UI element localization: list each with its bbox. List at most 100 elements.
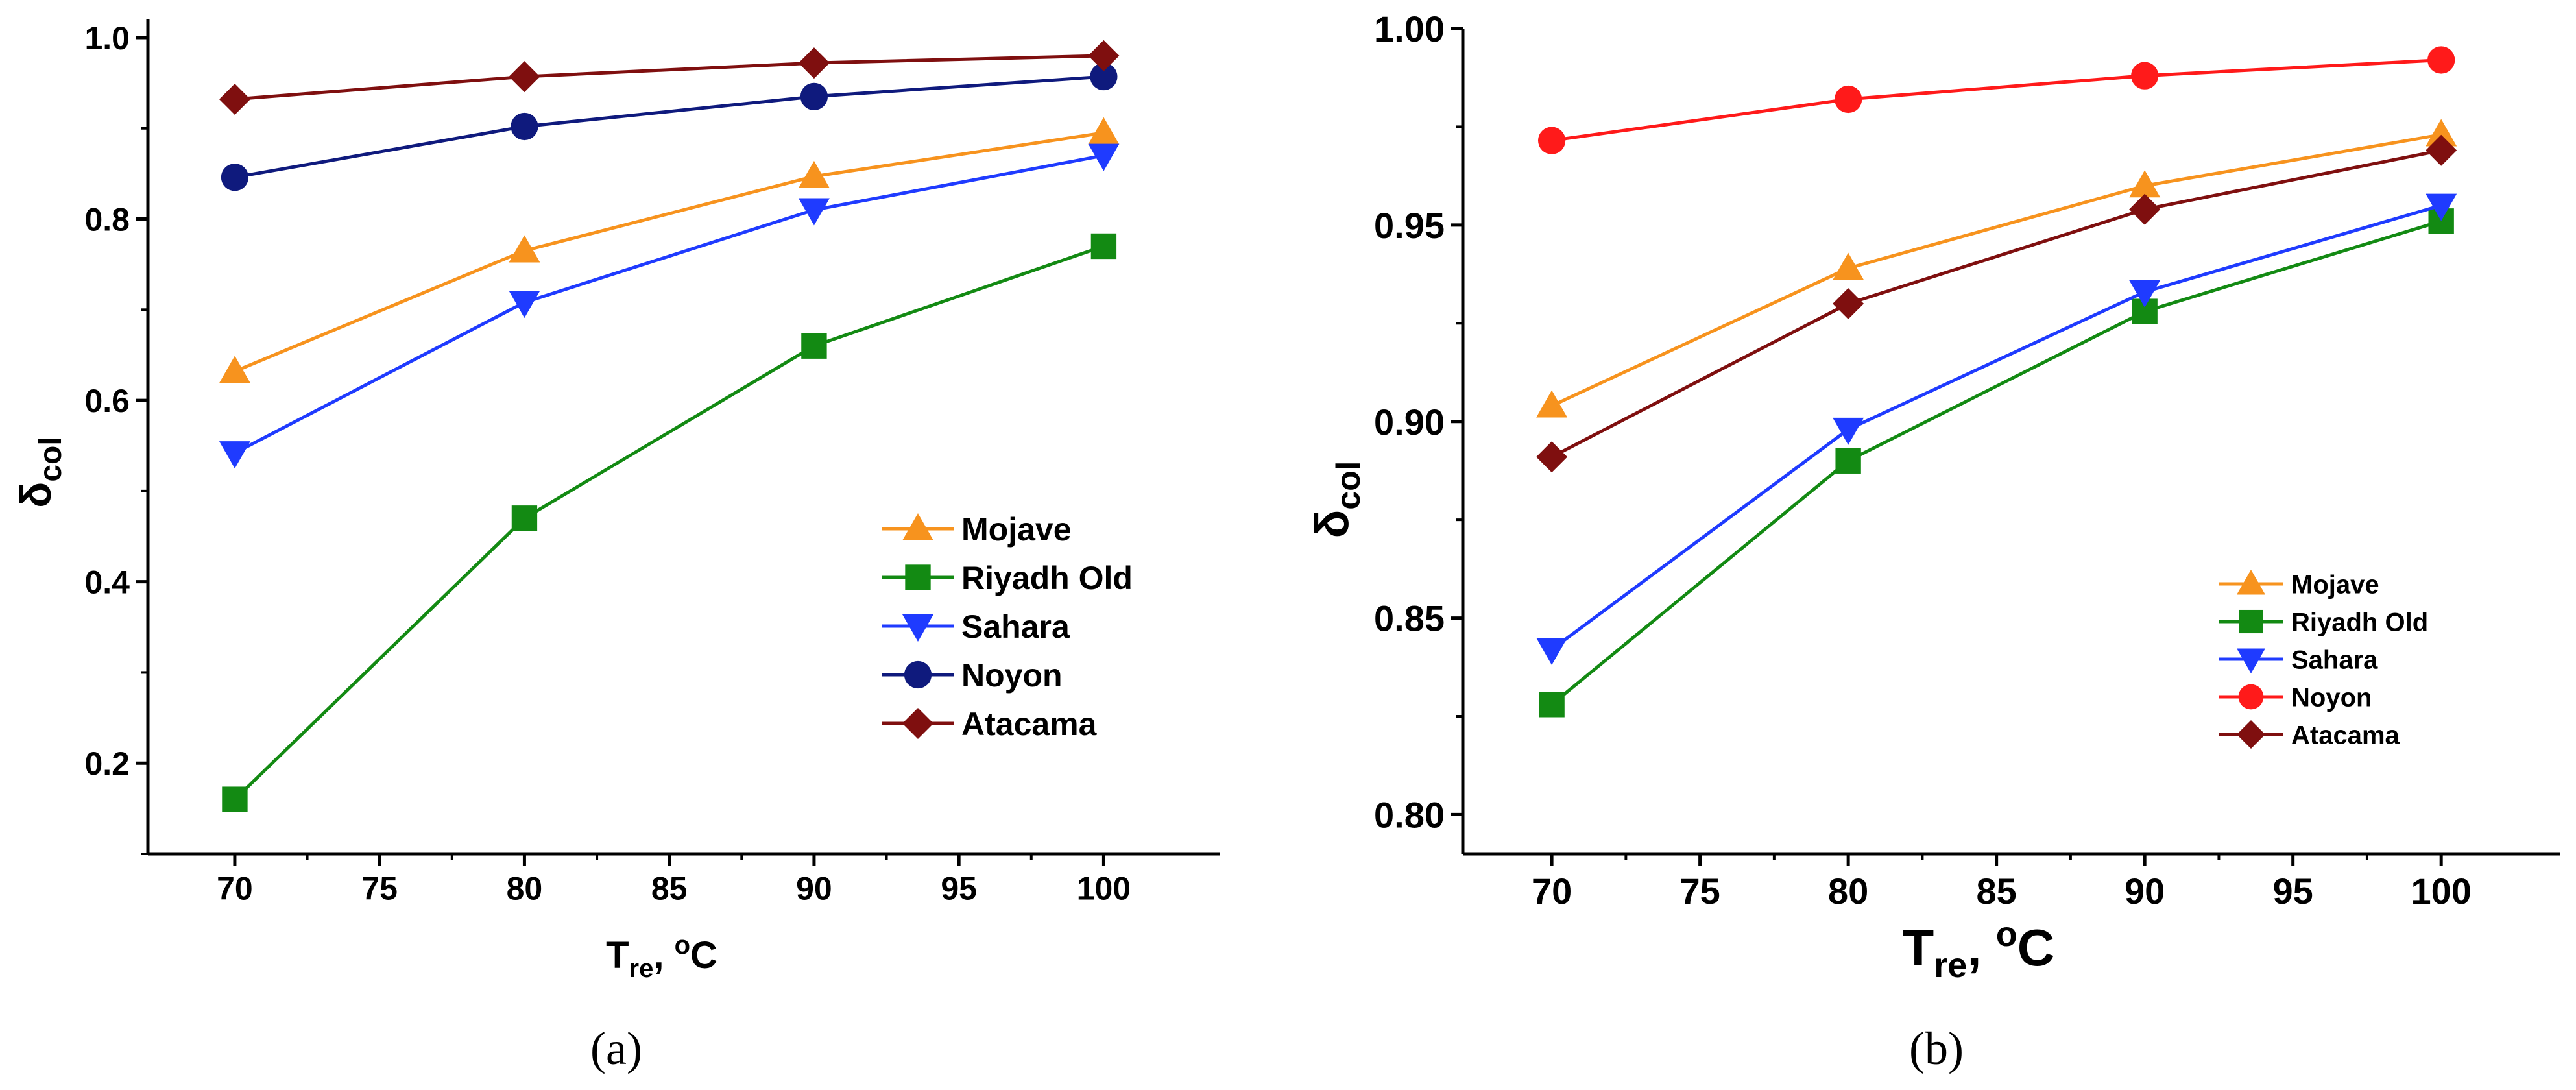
data-point-sahara <box>2129 280 2161 308</box>
legend-label: Riyadh Old <box>961 560 1133 596</box>
data-point-noyon <box>1537 127 1566 154</box>
x-tick-label: 90 <box>2125 871 2165 912</box>
data-point-riyadh-old <box>801 333 827 359</box>
x-label-sub-b: re <box>1934 946 1967 985</box>
series-line-atacama <box>234 54 1104 101</box>
x-tick-label: 85 <box>651 871 688 907</box>
y-tick-label: 1.00 <box>1374 8 1445 49</box>
x-label-rest-a: , <box>653 934 674 976</box>
data-point-atacama <box>1088 40 1120 71</box>
y-tick-labels-b: 0.80 0.85 0.90 0.95 1.00 <box>1374 8 1463 836</box>
x-tick-label: 100 <box>1077 871 1131 907</box>
data-point-sahara <box>509 291 540 319</box>
legend-label: Mojave <box>2291 570 2379 599</box>
y-tick-label: 0.2 <box>84 745 130 782</box>
legend-marker <box>2237 570 2265 595</box>
legend-item-sahara: Sahara <box>882 609 1070 645</box>
data-point-atacama <box>219 84 250 115</box>
x-tick-label: 70 <box>1532 871 1572 912</box>
x-label-sup-b: o <box>1996 915 2017 954</box>
x-tick-labels-b: 70 75 80 85 90 95 100 <box>1532 854 2472 912</box>
legend-item-riyadh-old: Riyadh Old <box>882 560 1133 596</box>
legend-marker <box>905 564 931 590</box>
data-point-riyadh-old <box>511 505 538 531</box>
y-label-main-a: δ <box>12 482 60 508</box>
series-noyon <box>1537 46 2455 154</box>
series-atacama <box>1536 134 2457 473</box>
y-tick-label: 1.0 <box>84 20 130 56</box>
data-point-atacama <box>2426 134 2457 166</box>
series-noyon <box>221 62 1118 191</box>
data-point-sahara <box>1536 638 1568 666</box>
series-mojave <box>219 117 1120 383</box>
x-label-main-b: T <box>1902 919 1934 976</box>
x-label-sub-a: re <box>629 954 654 983</box>
series-line-riyadh-old <box>1550 219 2442 706</box>
series-line-mojave <box>1551 133 2442 407</box>
x-tick-label: 80 <box>1828 871 1868 912</box>
legend-marker <box>2237 720 2265 749</box>
y-tick-label: 0.6 <box>84 383 130 419</box>
legend-label: Riyadh Old <box>2291 608 2428 636</box>
y-label-main-b: δ <box>1306 510 1358 539</box>
series-line-noyon <box>1551 58 2442 143</box>
data-point-mojave <box>1833 252 1864 280</box>
data-point-sahara <box>219 441 250 469</box>
data-point-sahara <box>2426 193 2457 221</box>
data-point-sahara <box>798 198 830 226</box>
y-label-sub-a: col <box>34 437 68 481</box>
legend-label: Sahara <box>961 609 1070 645</box>
legend-item-mojave: Mojave <box>2219 570 2379 599</box>
data-point-atacama <box>798 47 830 79</box>
x-tick-label: 85 <box>1977 871 2017 912</box>
data-point-sahara <box>1088 143 1120 171</box>
y-tick-label: 0.95 <box>1374 205 1445 246</box>
x-tick-label: 95 <box>941 871 977 907</box>
x-tick-label: 90 <box>796 871 832 907</box>
data-point-riyadh-old <box>1090 233 1117 260</box>
y-tick-label: 0.90 <box>1374 402 1445 442</box>
x-tick-labels-a: 70 75 80 85 90 95 100 <box>217 854 1131 907</box>
legend-marker <box>2237 648 2265 673</box>
x-axis-label-a: Tre, oC <box>606 931 717 983</box>
data-point-riyadh-old <box>1835 448 1861 474</box>
legend-item-mojave: Mojave <box>882 511 1072 548</box>
data-point-mojave <box>1088 117 1120 145</box>
legend-label: Atacama <box>2291 721 2400 749</box>
data-point-atacama <box>509 61 540 93</box>
x-tick-label: 75 <box>1679 871 1720 912</box>
plot-frame-a <box>146 19 1220 856</box>
series-layer-a <box>219 40 1120 812</box>
data-point-riyadh-old <box>222 786 248 812</box>
x-tick-label: 80 <box>507 871 543 907</box>
series-sahara <box>1536 193 2457 666</box>
y-axis-label-b: δcol <box>1306 461 1367 539</box>
legend-marker <box>2238 684 2264 710</box>
data-point-mojave <box>2129 170 2161 198</box>
chart-panel-a: 0.2 0.4 0.6 0.8 1.0 70 75 80 85 90 95 100 Mojave Ri… <box>12 19 1220 1074</box>
x-label-main-a: T <box>606 934 629 976</box>
series-line-atacama <box>1550 149 2442 459</box>
series-layer-b <box>1536 46 2457 718</box>
series-atacama <box>219 40 1120 115</box>
legend-b: Mojave Riyadh Old Sahara Noyon Atacama <box>2219 570 2428 749</box>
x-tick-label: 75 <box>361 871 398 907</box>
legend-label: Atacama <box>961 706 1098 742</box>
legend-item-atacama: Atacama <box>882 706 1098 742</box>
y-tick-labels-a: 0.2 0.4 0.6 0.8 1.0 <box>84 20 148 855</box>
y-tick-label: 0.4 <box>84 564 130 601</box>
data-point-mojave <box>1536 390 1568 418</box>
data-point-sahara <box>1833 417 1864 445</box>
data-point-noyon <box>1090 62 1118 91</box>
legend-item-sahara: Sahara <box>2219 646 2378 674</box>
series-line-riyadh-old <box>234 245 1105 801</box>
caption-b: (b) <box>1909 1023 1964 1074</box>
data-point-atacama <box>1536 441 1568 473</box>
data-point-noyon <box>221 164 249 191</box>
data-point-mojave <box>2426 119 2457 147</box>
series-mojave <box>1536 119 2457 418</box>
legend-item-noyon: Noyon <box>882 657 1063 694</box>
legend-marker <box>2239 609 2263 634</box>
series-riyadh-old <box>1539 208 2454 718</box>
x-tick-label: 95 <box>2273 871 2313 912</box>
